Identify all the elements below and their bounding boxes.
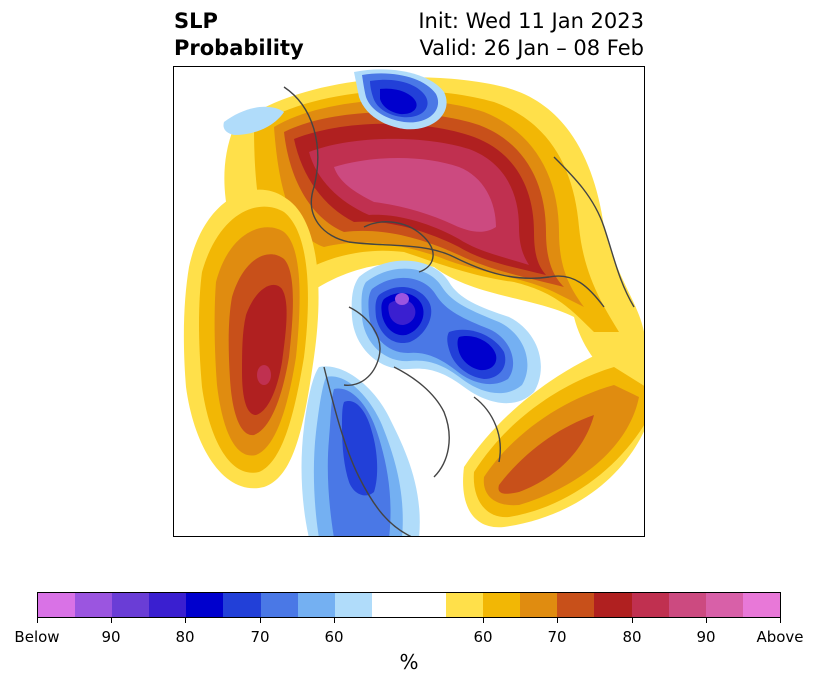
colorbar-tick	[334, 618, 335, 623]
colorbar	[37, 592, 781, 618]
colorbar-segment	[149, 593, 187, 617]
colorbar-segment	[557, 593, 595, 617]
chart-title: SLP Probability	[174, 8, 304, 62]
eurasia-above-region	[224, 77, 644, 397]
map-canvas	[183, 69, 644, 536]
colorbar-segment	[334, 593, 372, 617]
colorbar-tick-label: 80	[622, 628, 642, 646]
valid-range: Valid: 26 Jan – 08 Feb	[419, 36, 644, 60]
colorbar-tick-label: 60	[324, 628, 344, 646]
colorbar-segment	[705, 593, 743, 617]
colorbar-tick-label: 70	[547, 628, 567, 646]
colorbar-tick-label: 60	[473, 628, 493, 646]
colorbar-tick	[185, 618, 186, 623]
pacific-above-region	[463, 347, 644, 528]
arctic-below-region	[351, 260, 541, 404]
title-line-2: Probability	[174, 36, 304, 60]
colorbar-tick	[260, 618, 261, 623]
colorbar-tick-label: 90	[696, 628, 716, 646]
colorbar-tick-label: 90	[101, 628, 121, 646]
colorbar-segment	[668, 593, 706, 617]
colorbar-neutral-segment	[371, 593, 447, 617]
colorbar-tick-label: 70	[250, 628, 270, 646]
colorbar-tick-label: Above	[756, 628, 804, 646]
colorbar-segment	[594, 593, 632, 617]
colorbar-segment	[260, 593, 298, 617]
colorbar-tick	[780, 618, 781, 623]
date-info: Init: Wed 11 Jan 2023 Valid: 26 Jan – 08…	[418, 8, 644, 62]
colorbar-tick	[632, 618, 633, 623]
colorbar-segment	[112, 593, 150, 617]
colorbar-segment	[742, 593, 780, 617]
colorbar-tick	[706, 618, 707, 623]
colorbar-segment	[75, 593, 113, 617]
init-date: Init: Wed 11 Jan 2023	[418, 9, 644, 33]
probability-map	[173, 66, 645, 537]
colorbar-segment	[483, 593, 521, 617]
colorbar-segment	[446, 593, 484, 617]
colorbar-segment	[631, 593, 669, 617]
north-pacific-below-region	[223, 69, 447, 135]
colorbar-tick-label: Below	[14, 628, 60, 646]
colorbar-tick	[37, 618, 38, 623]
colorbar-tick	[557, 618, 558, 623]
colorbar-segment	[223, 593, 261, 617]
colorbar-tick-label: 80	[175, 628, 195, 646]
colorbar-segment	[186, 593, 224, 617]
colorbar-segment	[520, 593, 558, 617]
colorbar-tick	[111, 618, 112, 623]
colorbar-segment	[297, 593, 335, 617]
colorbar-unit: %	[399, 650, 419, 674]
atlantic-above-region	[183, 189, 319, 489]
colorbar-segment	[38, 593, 76, 617]
title-line-1: SLP	[174, 9, 218, 33]
colorbar-tick	[483, 618, 484, 623]
north-america-below-region	[301, 366, 420, 536]
coastlines	[283, 86, 635, 536]
